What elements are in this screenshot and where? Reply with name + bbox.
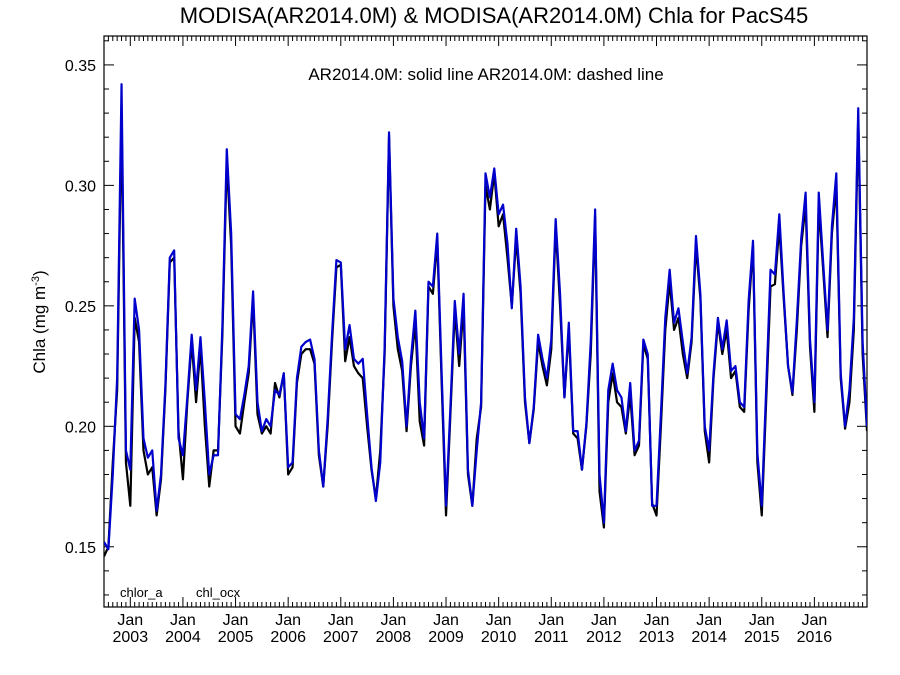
y-tick-label: 0.35 (65, 58, 96, 75)
x-tick-month: Jan (591, 612, 617, 629)
x-tick-year: 2009 (428, 629, 464, 646)
x-tick-month: Jan (117, 612, 143, 629)
x-tick-year: 2015 (744, 629, 780, 646)
x-tick-month: Jan (749, 612, 775, 629)
x-tick-month: Jan (696, 612, 722, 629)
y-axis: 0.15 0.20 0.25 0.30 0.35 (65, 40, 867, 596)
plot-frame (103, 35, 868, 608)
legend-chl-ocx: chl_ocx (196, 585, 241, 600)
x-tick-month: Jan (381, 612, 407, 629)
y-axis-label: Chla (mg m-3) (30, 270, 49, 373)
x-tick-year: 2007 (323, 629, 359, 646)
x-tick-year: 2014 (691, 629, 727, 646)
x-tick-year: 2013 (639, 629, 675, 646)
x-tick-month: Jan (433, 612, 459, 629)
x-tick-month: Jan (801, 612, 827, 629)
chart-title: MODISA(AR2014.0M) & MODISA(AR2014.0M) Ch… (180, 3, 808, 28)
x-tick-year: 2006 (270, 629, 306, 646)
y-tick-label: 0.15 (65, 540, 96, 557)
x-tick-year: 2008 (376, 629, 412, 646)
x-tick-month: Jan (644, 612, 670, 629)
x-tick-year: 2010 (481, 629, 517, 646)
x-tick-year: 2016 (797, 629, 833, 646)
x-tick-year: 2004 (165, 629, 201, 646)
line-style-annotation: AR2014.0M: solid line AR2014.0M: dashed … (308, 65, 663, 84)
y-tick-label: 0.20 (65, 419, 96, 436)
y-tick-label: 0.30 (65, 178, 96, 195)
x-tick-year: 2012 (586, 629, 622, 646)
series-line-chl-ocx (104, 83, 867, 551)
x-axis: Jan2003Jan2004Jan2005Jan2006Jan2007Jan20… (103, 36, 868, 646)
x-tick-month: Jan (328, 612, 354, 629)
legend-chlor-a: chlor_a (120, 585, 163, 600)
x-tick-year: 2011 (534, 629, 569, 646)
x-tick-month: Jan (538, 612, 564, 629)
x-tick-month: Jan (170, 612, 196, 629)
y-axis-label-close: ) (30, 270, 49, 276)
x-tick-year: 2005 (218, 629, 254, 646)
x-tick-year: 2003 (113, 629, 149, 646)
series-layer (104, 83, 867, 557)
y-axis-label-main: Chla (mg m (30, 286, 49, 374)
y-axis-label-superscript: -3 (30, 276, 42, 286)
y-tick-label: 0.25 (65, 299, 96, 316)
x-tick-month: Jan (486, 612, 512, 629)
x-tick-month: Jan (275, 612, 301, 629)
x-tick-month: Jan (223, 612, 249, 629)
